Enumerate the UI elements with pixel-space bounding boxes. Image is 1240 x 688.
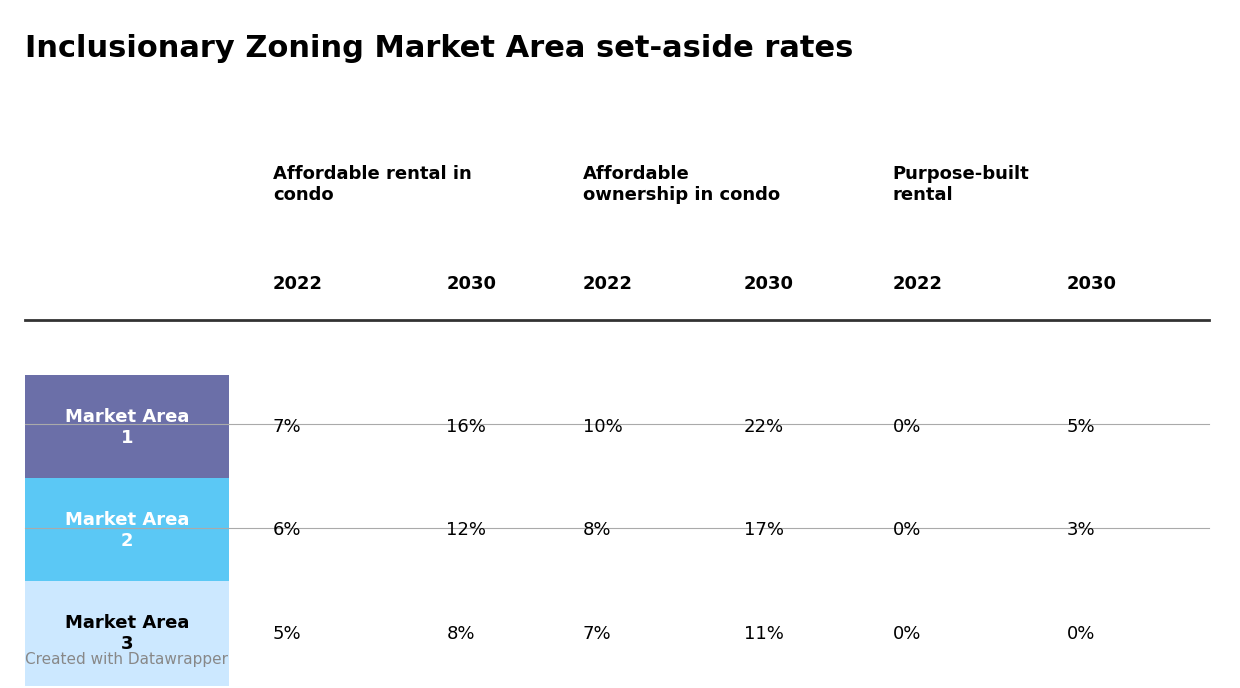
Text: 0%: 0% xyxy=(893,625,921,643)
Text: 22%: 22% xyxy=(744,418,784,436)
Text: Market Area
2: Market Area 2 xyxy=(64,511,190,550)
FancyBboxPatch shape xyxy=(25,478,229,583)
Text: 17%: 17% xyxy=(744,522,784,539)
Text: 5%: 5% xyxy=(273,625,301,643)
Text: 0%: 0% xyxy=(893,522,921,539)
Text: Affordable
ownership in condo: Affordable ownership in condo xyxy=(583,165,780,204)
Text: 6%: 6% xyxy=(273,522,301,539)
Text: 2022: 2022 xyxy=(273,275,322,293)
Text: 11%: 11% xyxy=(744,625,784,643)
Text: 5%: 5% xyxy=(1066,418,1095,436)
Text: Inclusionary Zoning Market Area set-aside rates: Inclusionary Zoning Market Area set-asid… xyxy=(25,34,853,63)
FancyBboxPatch shape xyxy=(25,375,229,480)
Text: 2022: 2022 xyxy=(583,275,632,293)
Text: Created with Datawrapper: Created with Datawrapper xyxy=(25,652,228,667)
Text: 7%: 7% xyxy=(273,418,301,436)
Text: 2030: 2030 xyxy=(744,275,794,293)
Text: 2022: 2022 xyxy=(893,275,942,293)
Text: 2030: 2030 xyxy=(446,275,496,293)
Text: Market Area
1: Market Area 1 xyxy=(64,408,190,447)
Text: Purpose-built
rental: Purpose-built rental xyxy=(893,165,1029,204)
Text: 7%: 7% xyxy=(583,625,611,643)
Text: 12%: 12% xyxy=(446,522,486,539)
Text: 3%: 3% xyxy=(1066,522,1095,539)
Text: 8%: 8% xyxy=(583,522,611,539)
Text: 16%: 16% xyxy=(446,418,486,436)
Text: Affordable rental in
condo: Affordable rental in condo xyxy=(273,165,471,204)
Text: 0%: 0% xyxy=(893,418,921,436)
Text: 8%: 8% xyxy=(446,625,475,643)
Text: 2030: 2030 xyxy=(1066,275,1116,293)
Text: Market Area
3: Market Area 3 xyxy=(64,614,190,653)
Text: 0%: 0% xyxy=(1066,625,1095,643)
FancyBboxPatch shape xyxy=(25,581,229,686)
Text: 10%: 10% xyxy=(583,418,622,436)
